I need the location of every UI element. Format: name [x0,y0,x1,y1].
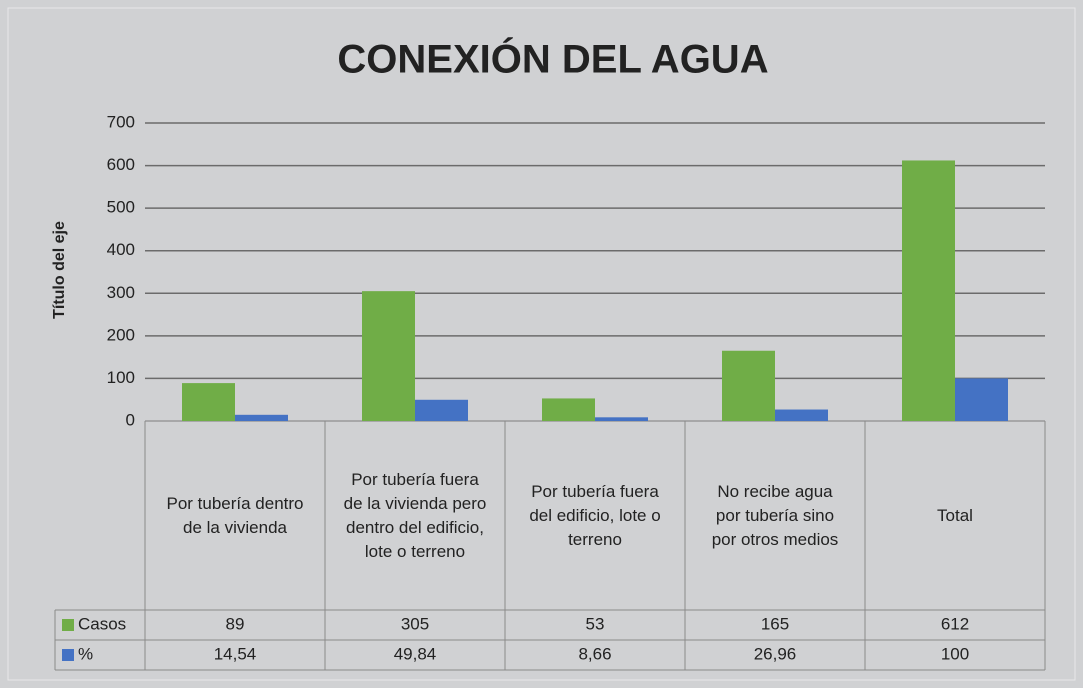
bar [775,409,828,421]
table-value: 49,84 [394,644,437,663]
table-value: 612 [941,614,969,633]
table-value: 305 [401,614,429,633]
table-value: 89 [226,614,245,633]
chart-title: CONEXIÓN DEL AGUA [337,36,768,82]
legend-label: Casos [78,614,126,633]
legend-key [62,649,74,661]
y-tick-label: 300 [107,283,135,302]
y-tick-label: 700 [107,112,135,131]
bar [415,399,468,421]
y-tick-label: 600 [107,155,135,174]
x-tick-label: Por tubería dentro de la vivienda [166,493,304,537]
x-tick-label: Por tubería fuera del edificio, lote o t… [529,481,661,549]
legend-key [62,619,74,631]
x-tick-label: No recibe agua por tubería sino por otro… [711,481,839,549]
bar [722,350,775,421]
legend-label: % [78,644,93,663]
chart-border [7,7,1076,681]
bar [182,383,235,421]
y-tick-label: 200 [107,325,135,344]
y-tick-label: 500 [107,198,135,217]
y-tick-label: 0 [126,410,135,429]
bar [362,291,415,421]
table-value: 165 [761,614,789,633]
bar [235,414,288,421]
bar [542,398,595,421]
x-tick-label: Total [937,505,973,525]
bar [902,160,955,421]
bar [595,417,648,421]
bar [955,378,1008,421]
table-value: 14,54 [214,644,257,663]
x-tick-label: Por tubería fuera de la vivienda pero de… [343,469,487,561]
table-value: 53 [586,614,605,633]
table-value: 26,96 [754,644,797,663]
y-tick-label: 100 [107,368,135,387]
y-tick-label: 400 [107,240,135,259]
table-value: 100 [941,644,969,663]
table-value: 8,66 [578,644,611,663]
y-axis-title: Título del eje [51,221,68,319]
